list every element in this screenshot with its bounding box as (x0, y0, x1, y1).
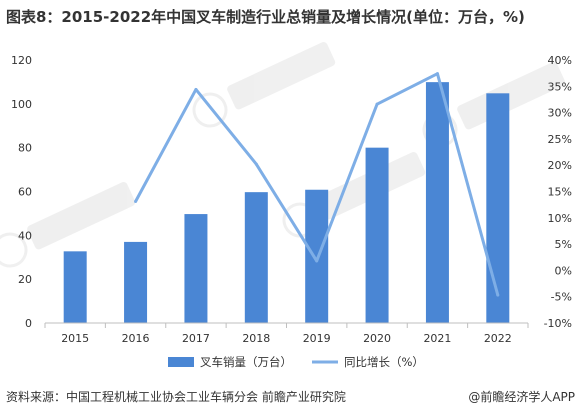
bar-2015 (63, 251, 87, 323)
bar-2021 (425, 82, 449, 323)
x-tick-label: 2019 (303, 332, 331, 345)
growth-line (134, 72, 500, 297)
y-right-tick-label: 15% (548, 186, 572, 199)
watermark-logo (192, 41, 336, 128)
growth-point-2019 (315, 259, 319, 263)
y-right-tick-label: 25% (548, 133, 572, 146)
bar-2017 (184, 214, 208, 323)
bar-2016 (124, 241, 148, 323)
y-right-tick-label: 20% (548, 159, 572, 172)
growth-point-2017 (194, 87, 198, 91)
watermark-logo (0, 181, 136, 268)
x-tick-label: 2016 (122, 332, 150, 345)
y-axis-left: 0 20 40 60 80 100 120 (11, 54, 32, 330)
bar-2022 (486, 93, 510, 324)
y-right-tick-label: 40% (548, 54, 572, 67)
x-tick-label: 2017 (182, 332, 210, 345)
y-left-tick-label: 20 (18, 273, 32, 286)
y-right-tick-label: 10% (548, 212, 572, 225)
chart-title: 图表8：2015-2022年中国叉车制造行业总销量及增长情况(单位：万台，%) (6, 8, 525, 26)
growth-point-2022 (496, 293, 500, 297)
growth-point-2016 (134, 199, 138, 203)
bar-2019 (305, 189, 329, 323)
y-right-tick-label: 5% (555, 238, 572, 251)
y-left-tick-label: 60 (18, 186, 32, 199)
y-left-tick-label: 0 (25, 317, 32, 330)
y-left-tick-label: 100 (11, 98, 32, 111)
y-left-tick-label: 80 (18, 142, 32, 155)
y-left-tick-label: 40 (18, 229, 32, 242)
x-tick-label: 2018 (242, 332, 270, 345)
y-right-tick-label: 30% (548, 107, 572, 120)
y-right-tick-label: 0% (555, 264, 572, 277)
y-right-tick-label: -10% (544, 317, 572, 330)
growth-point-2021 (435, 72, 439, 76)
growth-point-2018 (254, 162, 258, 166)
x-tick-label: 2021 (423, 332, 451, 345)
bar-2020 (365, 147, 389, 323)
y-right-tick-label: 35% (548, 80, 572, 93)
bars (63, 82, 510, 324)
bar-2018 (244, 192, 268, 323)
x-axis: 2015 2016 2017 2018 2019 2020 2021 2022 (44, 322, 529, 345)
source-note: 资料来源：中国工程机械工业协会工业车辆分会 前瞻产业研究院 (6, 390, 346, 404)
legend-bar-label: 叉车销量（万台） (200, 355, 292, 369)
x-tick-label: 2020 (363, 332, 391, 345)
y-left-tick-label: 120 (11, 54, 32, 67)
x-tick-label: 2015 (61, 332, 89, 345)
y-axis-right: -10% -5% 0% 5% 10% 15% 20% 25% 30% 35% 40% (544, 54, 572, 330)
legend-bar-swatch (168, 357, 194, 367)
legend: 叉车销量（万台） 同比增长（%） (168, 355, 424, 369)
y-right-tick-label: -5% (551, 291, 572, 304)
brand-credit: @前瞻经济学人APP (468, 390, 575, 404)
legend-line-label: 同比增长（%） (344, 355, 424, 369)
growth-point-2020 (375, 102, 379, 106)
x-tick-label: 2022 (484, 332, 512, 345)
